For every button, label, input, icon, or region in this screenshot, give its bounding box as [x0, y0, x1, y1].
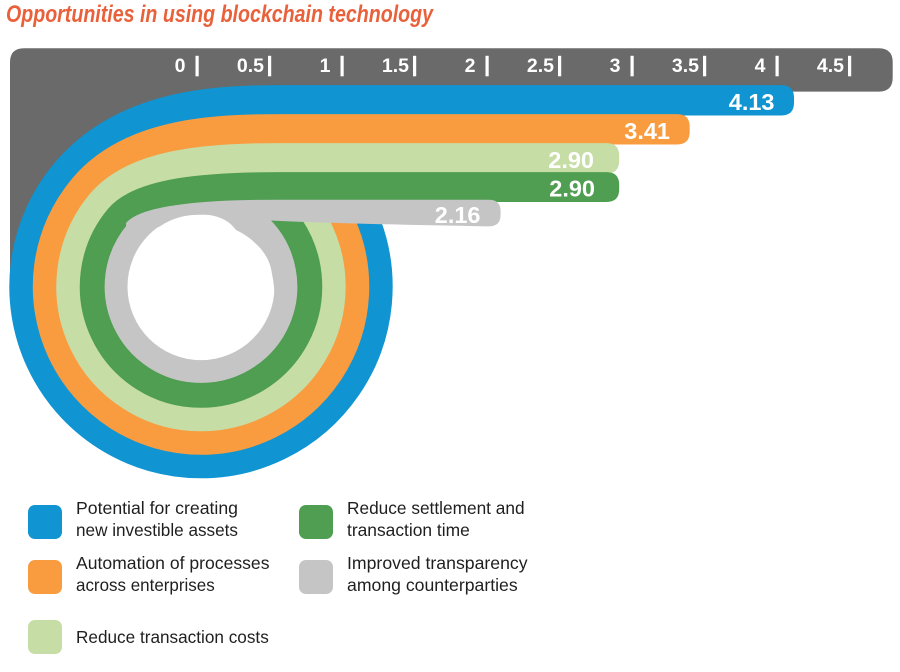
- svg-text:1.5: 1.5: [382, 55, 409, 77]
- svg-text:3: 3: [610, 55, 621, 77]
- svg-text:2.5: 2.5: [527, 55, 554, 77]
- svg-text:3.41: 3.41: [624, 118, 670, 144]
- svg-text:1: 1: [320, 55, 331, 77]
- svg-text:4.13: 4.13: [729, 89, 775, 115]
- svg-text:Reduce transaction costs: Reduce transaction costs: [76, 627, 269, 647]
- svg-text:2: 2: [465, 55, 476, 77]
- svg-text:3.5: 3.5: [672, 55, 699, 77]
- svg-text:0: 0: [175, 55, 186, 77]
- svg-text:0.5: 0.5: [237, 55, 264, 77]
- svg-text:4.5: 4.5: [817, 55, 844, 77]
- svg-text:2.90: 2.90: [548, 147, 594, 173]
- svg-text:4: 4: [755, 55, 766, 77]
- svg-text:2.90: 2.90: [549, 176, 595, 202]
- svg-text:2.16: 2.16: [435, 202, 481, 228]
- svg-text:Opportunities in using blockch: Opportunities in using blockchain techno…: [6, 1, 434, 28]
